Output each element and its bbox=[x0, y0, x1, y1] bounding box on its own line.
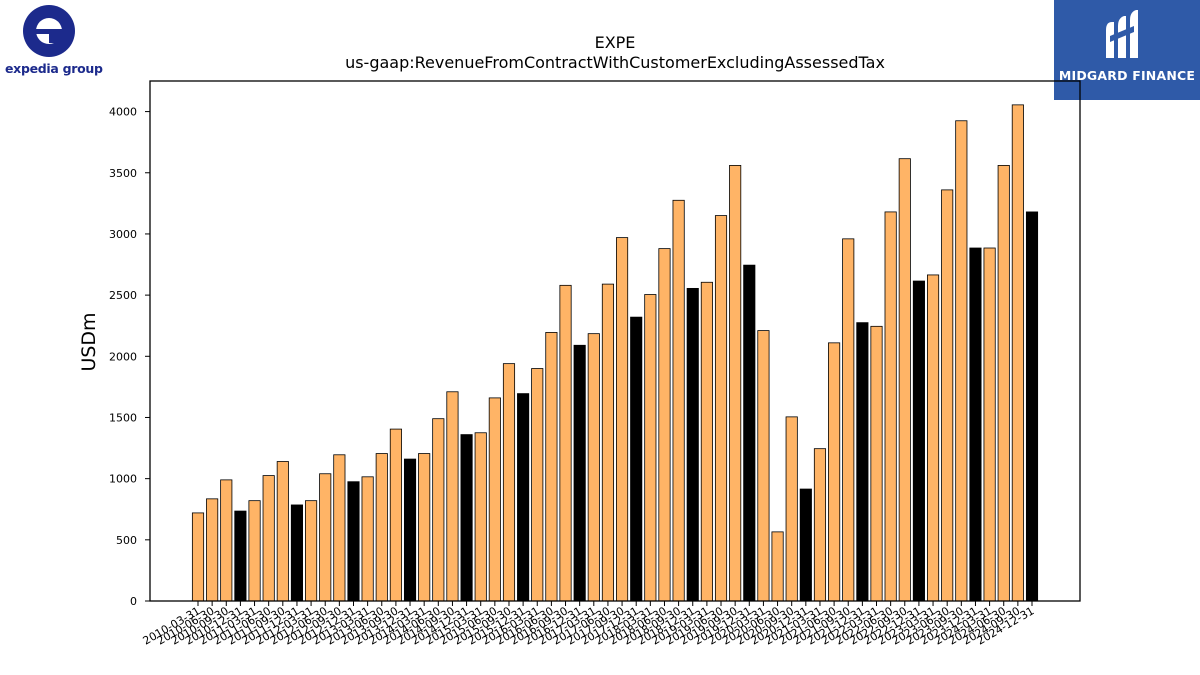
bar-2024-06-30 bbox=[997, 165, 1010, 602]
bar-2012-06-30 bbox=[319, 473, 332, 602]
bar-2010-12-31 bbox=[234, 510, 247, 602]
bar-2018-12-31 bbox=[686, 287, 699, 602]
y-tick-label: 3000 bbox=[109, 228, 137, 241]
bar-2023-03-31 bbox=[927, 274, 940, 602]
bar-2024-03-31 bbox=[983, 247, 996, 602]
bar-2014-09-30 bbox=[446, 391, 459, 602]
midgard-finance-logo: MIDGARD FINANCE bbox=[1054, 0, 1200, 100]
bar-2022-03-31 bbox=[870, 325, 883, 602]
bar-2019-12-31 bbox=[743, 264, 756, 602]
x-axis: 2010-03-312010-06-302010-09-302010-12-31… bbox=[141, 601, 1037, 648]
bar-2021-06-30 bbox=[828, 342, 841, 602]
bar-2017-12-31 bbox=[630, 316, 643, 602]
bar-2019-03-31 bbox=[700, 281, 713, 602]
bar-2017-09-30 bbox=[616, 237, 629, 602]
bar-2013-12-31 bbox=[403, 458, 417, 602]
bar-2012-09-30 bbox=[333, 454, 346, 602]
y-tick-label: 3500 bbox=[109, 167, 137, 180]
expedia-e-icon bbox=[23, 5, 75, 57]
y-axis-label: USDm bbox=[78, 312, 100, 371]
chart-subtitle: us-gaap:RevenueFromContractWithCustomerE… bbox=[345, 53, 885, 72]
chart-title: EXPE bbox=[595, 33, 636, 52]
bar-2015-12-31 bbox=[517, 393, 530, 602]
bar-2021-12-31 bbox=[856, 322, 869, 602]
bar-2024-12-31 bbox=[1025, 211, 1039, 602]
bar-2016-09-30 bbox=[559, 284, 572, 602]
bar-2014-06-30 bbox=[432, 418, 445, 602]
y-tick-label: 2000 bbox=[109, 350, 137, 363]
bar-2015-06-30 bbox=[488, 397, 501, 602]
bar-2022-12-31 bbox=[912, 280, 925, 602]
y-axis: 0 500 1000 1500 2000 2500 3000 3500 4000 bbox=[109, 106, 150, 608]
y-tick-label: 500 bbox=[116, 534, 137, 547]
bar-2015-03-31 bbox=[474, 432, 487, 602]
y-tick-label: 4000 bbox=[109, 106, 137, 119]
bar-2024-09-30 bbox=[1011, 104, 1024, 602]
bar-2010-06-30 bbox=[206, 498, 219, 602]
bar-2012-12-31 bbox=[347, 481, 360, 602]
bar-2020-03-31 bbox=[757, 330, 770, 602]
bar-2021-03-31 bbox=[813, 448, 827, 602]
bar-2022-06-30 bbox=[884, 211, 897, 602]
bar-2011-09-30 bbox=[276, 461, 289, 602]
bar-2011-12-31 bbox=[290, 504, 304, 602]
bar-2018-06-30 bbox=[658, 248, 671, 602]
bar-2013-03-31 bbox=[361, 476, 374, 602]
expedia-group-logo: expedia group bbox=[0, 0, 110, 85]
bar-2011-06-30 bbox=[262, 475, 275, 602]
bar-2023-09-30 bbox=[955, 120, 968, 602]
y-tick-label: 0 bbox=[130, 595, 137, 608]
bar-2016-12-31 bbox=[573, 344, 586, 602]
bar-2020-06-30 bbox=[771, 531, 784, 602]
plot-frame bbox=[149, 80, 1081, 602]
bar-2010-03-31 bbox=[191, 512, 205, 602]
bar-2020-12-31 bbox=[799, 488, 812, 602]
y-tick-label: 1500 bbox=[109, 411, 137, 424]
bar-2023-12-31 bbox=[969, 247, 982, 602]
bar-2011-03-31 bbox=[248, 500, 261, 602]
midgard-m-icon bbox=[1106, 10, 1138, 58]
bar-2012-03-31 bbox=[305, 500, 318, 602]
bar-2018-03-31 bbox=[644, 294, 657, 602]
bar-2017-06-30 bbox=[601, 283, 614, 602]
expedia-logo-text: expedia group bbox=[5, 61, 103, 76]
bar-2013-06-30 bbox=[375, 453, 388, 602]
bar-2018-09-30 bbox=[672, 199, 685, 602]
bar-2016-03-31 bbox=[531, 368, 544, 602]
bar-2020-09-30 bbox=[785, 416, 798, 602]
midgard-logo-text: MIDGARD FINANCE bbox=[1058, 68, 1196, 83]
bar-2023-06-30 bbox=[941, 189, 954, 602]
bar-2019-06-30 bbox=[714, 215, 728, 602]
bar-2021-09-30 bbox=[842, 238, 855, 602]
bar-2014-12-31 bbox=[460, 434, 473, 602]
bar-2019-09-30 bbox=[729, 165, 742, 602]
bar-2017-03-31 bbox=[587, 333, 600, 602]
bar-2013-09-30 bbox=[389, 428, 402, 602]
bar-2010-09-30 bbox=[220, 479, 233, 602]
bar-2015-09-30 bbox=[502, 363, 516, 602]
bar-2016-06-30 bbox=[545, 332, 558, 602]
bars-group bbox=[191, 104, 1039, 602]
y-tick-label: 1000 bbox=[109, 473, 137, 486]
bar-2022-09-30 bbox=[898, 158, 911, 602]
y-tick-label: 2500 bbox=[109, 289, 137, 302]
bar-2014-03-31 bbox=[418, 453, 431, 602]
